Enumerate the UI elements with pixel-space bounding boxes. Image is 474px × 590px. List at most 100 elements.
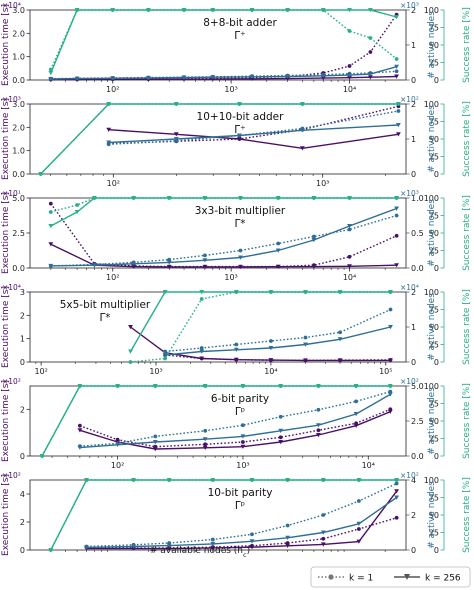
data-point-nodes-k256 [210,75,216,80]
data-point-nodes-k1 [238,248,243,253]
data-point-time-k1 [394,233,399,238]
success-axis-label: Success rate [%] [462,477,472,553]
data-point-success-k256 [311,196,317,201]
time-axis-label: Execution time [s] [1,286,11,368]
nodes-tick-label: 0 [411,76,416,85]
legend-k1-marker [328,574,334,580]
data-point-nodes-k256 [387,392,393,397]
data-point-time-k256 [173,132,179,137]
data-point-success-k256 [84,478,89,483]
data-point-nodes-k1 [234,342,239,347]
x-tick-label: 10² [106,85,119,94]
data-point-time-k256 [320,76,326,81]
series-group [48,478,399,553]
data-point-nodes-k256 [320,73,326,78]
data-point-nodes-k256 [240,434,246,439]
data-point-time-k256 [320,542,326,547]
success-tick-label: 50 [429,511,439,520]
data-point-success-k256 [233,290,239,295]
data-point-nodes-k256 [285,74,290,79]
data-point-nodes-k256 [311,238,317,243]
time-multiplier: ×10¹ [2,189,21,198]
data-point-nodes-k256 [394,495,399,500]
series-line-nodes-k256 [50,207,397,267]
time-tick-label: 2.0 [12,123,25,132]
data-point-success-k256 [48,71,54,76]
data-point-nodes-k1 [241,423,245,428]
data-point-nodes-k1 [199,346,204,350]
time-tick-label: 3.0 [12,100,25,109]
data-point-nodes-k256 [394,64,399,69]
data-point-time-k256 [202,445,208,450]
panel-symbol: Γ⁺ [234,124,245,136]
x-tick-label: 10⁵ [379,367,392,376]
data-point-time-k256 [387,409,393,414]
series-line-time-k256 [130,326,391,362]
data-point-success-k256 [387,384,393,389]
data-point-success-k256 [74,210,80,215]
data-point-success-k256 [347,196,352,201]
data-point-success-k256 [278,384,284,389]
data-point-nodes-k256 [237,133,242,138]
data-point-time-k256 [300,146,305,151]
success-tick-label: 75 [429,24,439,33]
data-point-nodes-k256 [347,73,352,78]
data-point-nodes-k256 [110,76,116,81]
nodes-axis-label: # active nodes [427,481,437,549]
data-point-nodes-k256 [92,263,97,268]
nodes-axis-label: # active nodes [427,11,437,79]
time-tick-label: 3.0 [12,6,25,15]
data-point-success-k256 [368,8,373,13]
x-tick-label: 10⁴ [343,85,356,94]
data-point-nodes-k256 [275,248,281,253]
success-tick-label: 75 [429,306,439,315]
data-point-success-k256 [181,8,187,13]
data-point-success-k256 [162,290,168,295]
data-point-success-k1 [128,360,133,364]
success-tick-label: 25 [429,59,439,68]
data-point-success-k1 [163,356,168,361]
nodes-axis-label: # active nodes [427,199,437,267]
data-point-success-k256 [152,384,158,389]
data-point-nodes-k256 [181,75,187,80]
data-point-success-k256 [77,384,83,389]
nodes-tick-label: 0.5 [411,229,424,238]
time-tick-label: 2.0 [12,29,25,38]
nodes-multiplier: ×10³ [400,1,419,10]
nodes-tick-label: 1 [411,323,416,332]
data-point-success-k1 [199,297,204,301]
data-point-success-k1 [368,36,373,40]
data-point-nodes-k256 [48,77,54,82]
success-tick-label: 50 [429,323,439,332]
data-point-time-k256 [347,264,352,269]
data-point-success-k256 [106,102,112,107]
data-point-nodes-k256 [131,261,136,266]
panel-5: 10² 10³ 10⁴02×10²0.02.55.0×10²0255075100Ex… [1,377,472,470]
data-point-time-k256 [337,358,343,363]
data-point-success-k256 [199,290,205,295]
nodes-axis-label: # active nodes [427,105,437,173]
series-line-success-k256 [41,385,391,457]
panel-symbol: Γᵖ [235,500,245,512]
data-point-time-k256 [311,264,317,269]
panel-title: 6-bit parity [211,393,269,405]
data-point-time-k256 [249,545,255,550]
time-tick-label: 0.0 [12,264,25,273]
data-point-nodes-k1 [210,537,215,542]
x-tick-label: 10³ [149,367,162,376]
data-point-nodes-k1 [357,499,361,503]
data-point-time-k256 [353,423,359,428]
success-tick-label: 100 [424,288,439,297]
panel-title: 8+8-bit adder [203,17,277,29]
time-tick-label: 0 [20,546,25,555]
data-point-time-k1 [48,201,53,206]
data-point-success-k256 [128,349,133,354]
x-tick-label: 10² [107,179,120,188]
data-point-time-k1 [321,536,326,541]
data-point-nodes-k256 [106,140,112,145]
success-tick-label: 75 [429,494,439,503]
data-point-time-k1 [394,515,399,520]
data-point-nodes-k256 [249,74,255,79]
success-axis-label: Success rate [%] [462,7,472,83]
nodes-tick-label: 4 [411,476,416,485]
